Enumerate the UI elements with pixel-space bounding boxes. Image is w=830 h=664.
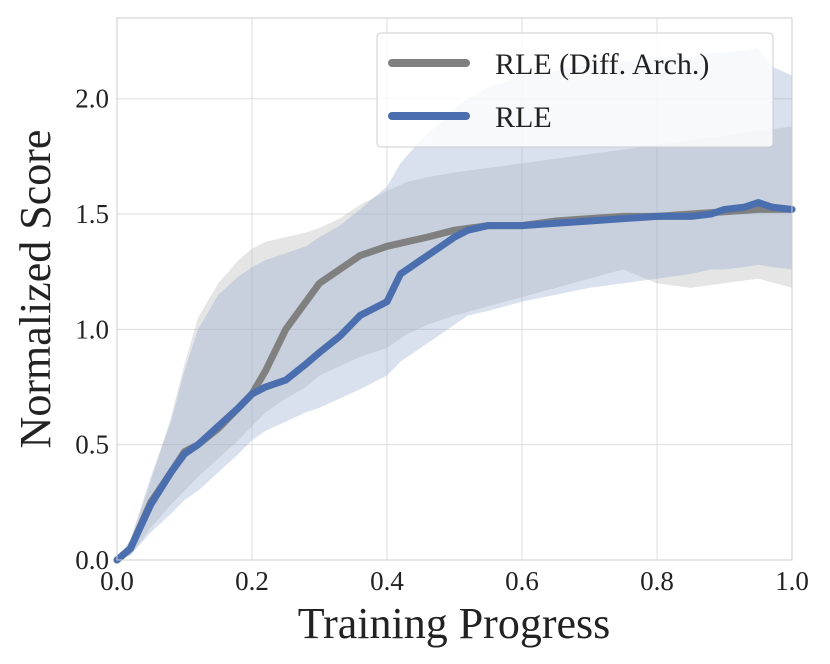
x-tick-label: 0.6 xyxy=(505,566,539,596)
legend-label-rle: RLE xyxy=(495,101,552,134)
y-tick-label: 1.0 xyxy=(75,314,109,344)
y-axis-label: Normalized Score xyxy=(11,130,60,449)
legend: RLE (Diff. Arch.) RLE xyxy=(376,32,774,148)
plot-frame xyxy=(116,17,793,561)
x-tick-label: 0.2 xyxy=(235,566,269,596)
x-axis-ticks: 0.0 0.2 0.4 0.6 0.8 1.0 xyxy=(100,566,809,596)
band-rle-diff-arch xyxy=(117,126,792,561)
x-tick-label: 1.0 xyxy=(775,566,809,596)
y-tick-label: 2.0 xyxy=(75,84,109,114)
x-tick-label: 0.8 xyxy=(640,566,674,596)
series-lines xyxy=(113,199,796,564)
y-tick-label: 0.0 xyxy=(75,545,109,575)
band-rle xyxy=(117,47,792,561)
legend-label-rle-diff-arch: RLE (Diff. Arch.) xyxy=(495,48,709,81)
x-tick-label: 0.0 xyxy=(100,566,134,596)
series-line-rle xyxy=(113,199,796,564)
y-tick-label: 0.5 xyxy=(75,430,109,460)
y-axis-ticks: 0.0 0.5 1.0 1.5 2.0 xyxy=(75,84,109,575)
y-tick-label: 1.5 xyxy=(75,199,109,229)
confidence-bands xyxy=(117,47,792,561)
x-axis-label: Training Progress xyxy=(298,599,611,648)
legend-box xyxy=(376,32,774,148)
x-tick-label: 0.4 xyxy=(370,566,404,596)
